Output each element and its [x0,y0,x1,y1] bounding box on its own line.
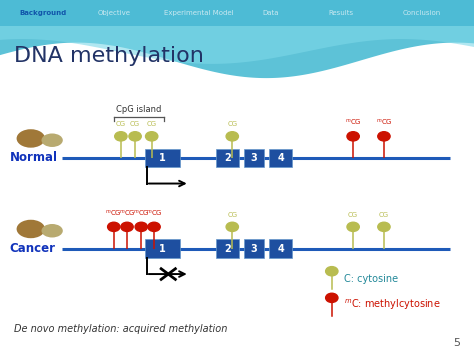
Text: Experimental Model: Experimental Model [164,10,234,16]
Text: DNA methylation: DNA methylation [14,46,204,66]
FancyBboxPatch shape [269,239,292,258]
FancyBboxPatch shape [145,239,180,258]
Circle shape [326,293,338,302]
Ellipse shape [42,133,63,147]
FancyBboxPatch shape [216,239,239,258]
Text: $^m$CG: $^m$CG [133,208,150,218]
Text: CG: CG [348,212,358,218]
FancyBboxPatch shape [269,149,292,167]
Circle shape [378,132,390,141]
Bar [0,0,474,26]
Polygon shape [0,26,474,64]
FancyBboxPatch shape [216,149,239,167]
Text: De novo methylation: acquired methylation: De novo methylation: acquired methylatio… [14,324,228,334]
Polygon shape [0,26,474,78]
Text: CG: CG [227,212,237,218]
Ellipse shape [17,220,45,238]
Text: $^m$CG: $^m$CG [105,208,122,218]
Circle shape [226,132,238,141]
Circle shape [226,222,238,231]
Text: Normal: Normal [9,152,57,164]
Text: CG: CG [146,121,157,127]
Circle shape [115,132,127,141]
Ellipse shape [42,224,63,237]
Text: Conclusion: Conclusion [403,10,441,16]
Circle shape [347,222,359,231]
Circle shape [108,222,120,231]
Text: CG: CG [379,212,389,218]
Text: 2: 2 [224,244,231,253]
Circle shape [121,222,133,231]
Text: 2: 2 [224,153,231,163]
Text: CpG island: CpG island [116,105,161,114]
Text: 4: 4 [277,244,284,253]
Text: 1: 1 [159,153,166,163]
Circle shape [146,132,158,141]
Text: $^m$CG: $^m$CG [345,118,362,127]
Text: $^m$CG: $^m$CG [146,208,163,218]
Text: Cancer: Cancer [9,242,55,255]
Text: CG: CG [227,121,237,127]
Text: 3: 3 [251,153,257,163]
Ellipse shape [17,129,45,148]
FancyBboxPatch shape [244,239,264,258]
Text: $^m$C: methylcytosine: $^m$C: methylcytosine [344,298,440,312]
Text: Objective: Objective [97,10,130,16]
Text: $^m$CG: $^m$CG [118,208,136,218]
FancyBboxPatch shape [145,149,180,167]
Circle shape [347,132,359,141]
Circle shape [148,222,160,231]
Text: Results: Results [328,10,354,16]
Text: 4: 4 [277,153,284,163]
Text: CG: CG [130,121,140,127]
Text: Background: Background [19,10,66,16]
Text: Data: Data [262,10,278,16]
Text: $^m$CG: $^m$CG [375,118,392,127]
Text: C: cytosine: C: cytosine [344,274,398,284]
Circle shape [326,267,338,276]
Text: 5: 5 [453,338,460,348]
FancyBboxPatch shape [244,149,264,167]
Circle shape [135,222,147,231]
Text: 3: 3 [251,244,257,253]
Circle shape [129,132,141,141]
Text: 1: 1 [159,244,166,253]
Text: CG: CG [116,121,126,127]
Circle shape [378,222,390,231]
